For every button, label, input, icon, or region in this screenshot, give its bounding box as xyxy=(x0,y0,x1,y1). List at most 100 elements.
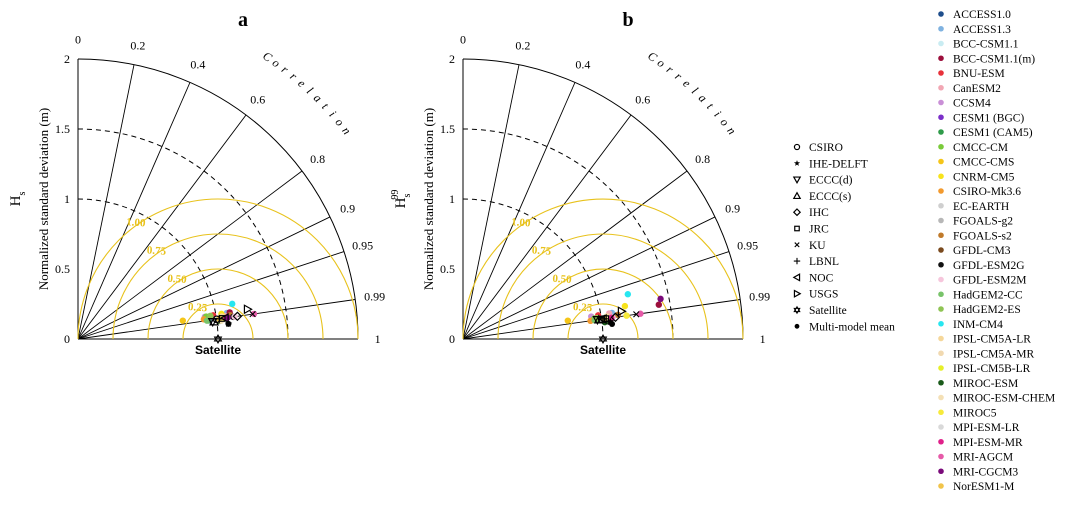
legend-dot xyxy=(938,188,944,194)
std-tick-label: 2 xyxy=(449,52,455,66)
crmsd-label: 0.25 xyxy=(573,301,594,314)
outer-arc xyxy=(462,58,744,340)
legend-dot xyxy=(938,365,944,371)
legend-label: NOC xyxy=(809,272,834,284)
model-point xyxy=(229,300,236,308)
crmsd-arc xyxy=(567,303,639,340)
legend-dot xyxy=(938,70,944,76)
legend-dot xyxy=(938,379,944,386)
product-point xyxy=(213,334,223,342)
correlation-ray xyxy=(462,216,716,340)
legend-symbol xyxy=(792,191,802,200)
legend-dot xyxy=(938,453,944,460)
legend-label: ECCC(d) xyxy=(809,175,853,187)
legend-label: MPI-ESM-LR xyxy=(953,422,1020,434)
legend-label: FGOALS-s2 xyxy=(953,230,1012,242)
legend-dot xyxy=(938,84,944,91)
correlation-tick-label: 0.2 xyxy=(515,38,530,52)
legend-label: MPI-ESM-MR xyxy=(953,437,1023,449)
legend-label: MRI-AGCM xyxy=(953,452,1013,464)
correlation-tick-label: 0.9 xyxy=(725,201,740,215)
model-point xyxy=(657,295,664,303)
legend-label: CanESM2 xyxy=(953,83,1001,95)
correlation-tick-label: 0.6 xyxy=(635,92,650,106)
model-point xyxy=(179,317,187,324)
legend-label: BNU-ESM xyxy=(953,68,1005,80)
legend-dot xyxy=(938,276,944,283)
legend-dot xyxy=(938,158,944,165)
y-axis-label: Normalized standard deviation (m) xyxy=(36,108,51,290)
correlation-tick-label: 0.2 xyxy=(130,38,145,52)
product-point xyxy=(219,313,229,324)
legend-dot xyxy=(938,143,944,150)
legend-dot xyxy=(938,350,944,357)
model-point xyxy=(207,312,214,320)
correlation-ray xyxy=(462,82,576,340)
legend-dot xyxy=(938,438,944,445)
crmsd-label: 0.50 xyxy=(167,273,188,286)
legend-label: CESM1 (BGC) xyxy=(953,112,1024,124)
correlation-title-char: i xyxy=(711,108,724,120)
legend-symbol xyxy=(794,323,800,329)
legend-dot xyxy=(938,55,944,62)
correlation-title-char: a xyxy=(696,91,710,105)
correlation-tick-label: 0.4 xyxy=(575,57,590,71)
product-point xyxy=(249,310,256,318)
correlation-ray xyxy=(77,170,303,340)
correlation-title-char: l xyxy=(689,84,701,97)
legend-label: IHE-DELFT xyxy=(809,158,868,170)
legend-label: GFDL-ESM2M xyxy=(953,275,1026,287)
legend-label: HadGEM2-ES xyxy=(953,304,1021,316)
model-point xyxy=(623,312,630,319)
correlation-tick-label: 1 xyxy=(760,332,766,346)
panel-label: b xyxy=(622,9,633,31)
correlation-ray xyxy=(462,114,632,340)
legend-label: CMCC-CMS xyxy=(953,157,1014,169)
panel-label: a xyxy=(238,9,248,31)
crmsd-arc xyxy=(182,303,254,340)
model-point xyxy=(655,301,663,308)
legend-symbol xyxy=(793,143,801,151)
legend-dot xyxy=(938,99,944,106)
correlation-title-char: r xyxy=(664,62,676,76)
taylor-panel-a: a00.511.520 0.20.40.60.80.90.950.991Corre… xyxy=(8,9,385,357)
product-point xyxy=(609,321,616,328)
legend-label: CSIRO xyxy=(809,142,843,154)
legend-label: CSIRO-Mk3.6 xyxy=(953,186,1021,198)
correlation-ray xyxy=(77,64,135,340)
crmsd-label: 0.25 xyxy=(188,301,209,314)
product-point xyxy=(633,311,640,318)
correlation-tick-label: 0.95 xyxy=(737,238,758,252)
legend-label: INM-CM4 xyxy=(953,319,1003,331)
variable-label: Hs xyxy=(8,192,28,207)
legend-dot xyxy=(938,217,944,224)
legend-label: JRC xyxy=(809,224,829,236)
std-tick-label: 1 xyxy=(449,192,455,206)
std-arc xyxy=(77,128,289,340)
legend-dot xyxy=(938,291,944,298)
correlation-tick-label: 0.99 xyxy=(364,290,385,304)
product-point xyxy=(207,318,218,328)
correlation-tick-label: 0 xyxy=(460,32,466,46)
correlation-tick-label: 0.4 xyxy=(190,57,205,71)
correlation-title-char: t xyxy=(704,100,717,113)
crmsd-arc xyxy=(77,198,359,340)
legend-label: IPSL-CM5A-LR xyxy=(953,334,1031,346)
correlation-title-char: r xyxy=(279,62,291,76)
correlation-title-char: i xyxy=(326,108,339,120)
reference-label: Satellite xyxy=(195,343,241,357)
model-point xyxy=(250,310,258,318)
product-point xyxy=(209,316,220,326)
product-point xyxy=(598,334,608,342)
legend-dot xyxy=(938,468,944,475)
legend-dot xyxy=(938,40,944,47)
legend-label: CESM1 (CAM5) xyxy=(953,127,1033,139)
std-tick-label: 1.5 xyxy=(55,122,70,136)
legend-dot xyxy=(938,11,944,17)
legend-label: Multi-model mean xyxy=(809,321,895,333)
legend-label: MIROC-ESM-CHEM xyxy=(953,393,1055,405)
legend-dot xyxy=(938,424,944,430)
crmsd-label: 1.00 xyxy=(126,216,147,229)
legend-symbol xyxy=(792,273,801,282)
correlation-ray xyxy=(77,82,191,340)
